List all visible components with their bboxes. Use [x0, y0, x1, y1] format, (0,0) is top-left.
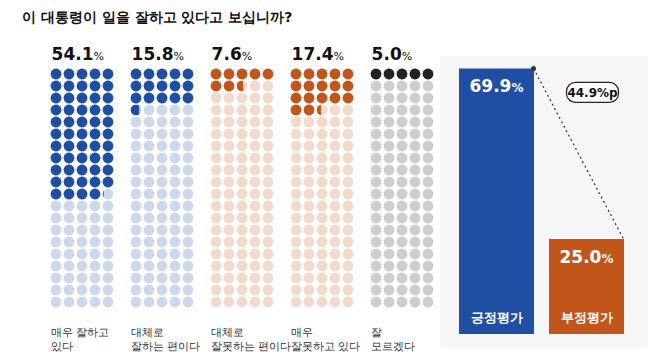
svg-text:25.0%: 25.0% [560, 247, 614, 267]
svg-text:44.9%p: 44.9%p [567, 86, 618, 100]
svg-text:7.6%: 7.6% [212, 44, 253, 64]
svg-text:이 대통령이 일을 잘하고 있다고 보십니까?: 이 대통령이 일을 잘하고 있다고 보십니까? [22, 9, 293, 25]
svg-text:부정평가: 부정평가 [561, 310, 613, 325]
svg-text:잘못하는 편이다: 잘못하는 편이다 [211, 340, 291, 352]
svg-text:대체로: 대체로 [211, 326, 244, 338]
svg-text:5.0%: 5.0% [372, 44, 413, 64]
svg-text:잘하는 편이다: 잘하는 편이다 [131, 340, 200, 352]
svg-text:잘못하고 있다: 잘못하고 있다 [291, 340, 360, 352]
svg-text:대체로: 대체로 [131, 326, 164, 338]
svg-text:잘: 잘 [371, 326, 382, 338]
svg-text:매우: 매우 [291, 326, 313, 338]
svg-text:모르겠다: 모르겠다 [371, 340, 415, 352]
svg-text:긍정평가: 긍정평가 [471, 310, 523, 325]
svg-text:15.8%: 15.8% [132, 44, 184, 64]
svg-text:54.1%: 54.1% [52, 44, 104, 64]
svg-text:매우 잘하고: 매우 잘하고 [51, 326, 109, 338]
svg-text:69.9%: 69.9% [470, 76, 524, 96]
svg-text:17.4%: 17.4% [292, 44, 344, 64]
svg-text:있다: 있다 [51, 340, 73, 352]
